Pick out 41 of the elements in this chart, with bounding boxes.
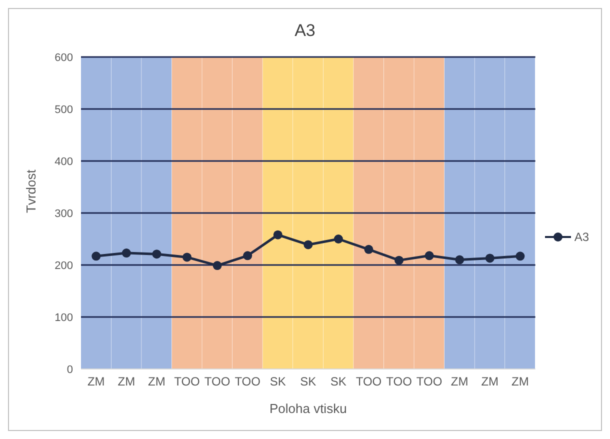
point xyxy=(455,255,464,264)
point xyxy=(273,230,282,240)
point xyxy=(424,251,434,260)
y-tick-label: 500 xyxy=(54,104,73,116)
y-tick-label: 600 xyxy=(54,52,73,64)
y-tick-label: 300 xyxy=(54,208,73,220)
x-tick-label: TOO xyxy=(386,374,412,389)
point xyxy=(334,234,343,244)
point xyxy=(394,256,404,265)
x-tick-label: TOO xyxy=(174,374,200,389)
x-tick-label: SK xyxy=(300,374,316,389)
x-tick-label: ZM xyxy=(450,374,468,389)
x-tick-label: TOO xyxy=(356,374,382,389)
x-tick-label: ZM xyxy=(87,374,105,389)
y-axis-title: Tvrdost xyxy=(24,169,39,213)
y-tick-label: 100 xyxy=(54,312,73,324)
point xyxy=(92,252,101,261)
x-tick-label: TOO xyxy=(416,374,442,389)
x-tick-label: SK xyxy=(270,374,286,389)
x-tick-label: ZM xyxy=(118,374,136,389)
x-axis-title: Poloha vtisku xyxy=(269,401,347,416)
y-tick-label: 200 xyxy=(54,260,73,272)
y-tick-label: 400 xyxy=(54,156,73,168)
x-tick-label: SK xyxy=(330,374,346,389)
point xyxy=(243,251,252,260)
point xyxy=(212,261,222,270)
x-tick-label: ZM xyxy=(481,374,499,389)
point xyxy=(152,250,162,259)
x-tick-label: ZM xyxy=(148,374,166,389)
x-tick-label: TOO xyxy=(204,374,230,389)
point xyxy=(516,252,525,261)
x-tick-label: TOO xyxy=(234,374,260,389)
point xyxy=(304,240,313,250)
chart-title: A3 xyxy=(294,21,316,42)
legend-label: A3 xyxy=(574,230,589,244)
point xyxy=(182,252,192,262)
x-tick-label: ZM xyxy=(512,374,529,389)
point xyxy=(364,244,374,254)
y-tick-label: 0 xyxy=(66,364,73,376)
point xyxy=(122,248,131,258)
point xyxy=(485,254,494,263)
